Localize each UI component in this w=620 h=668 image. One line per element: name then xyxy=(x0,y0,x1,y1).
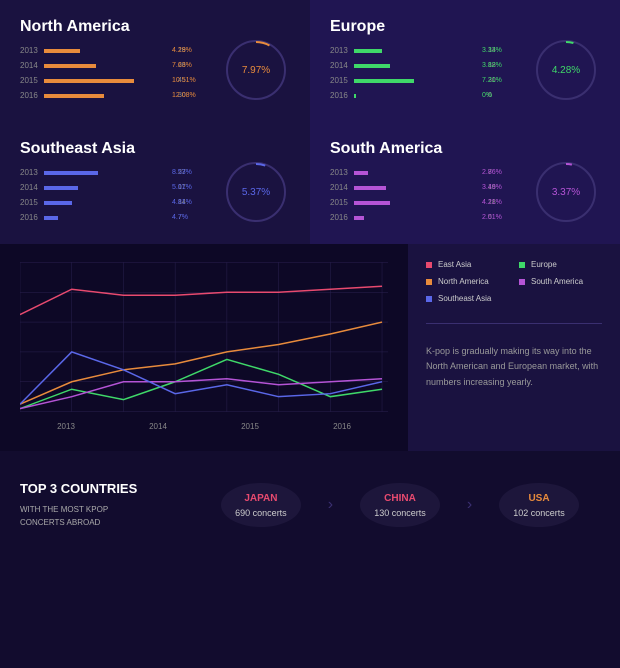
region-circle: 3.37% xyxy=(536,162,596,222)
legend-item: South America xyxy=(519,277,602,286)
region-circle: 5.37% xyxy=(226,162,286,222)
side-text: K-pop is gradually making its way into t… xyxy=(426,344,602,390)
country-japan: JAPAN690 concerts xyxy=(206,493,316,518)
legend-panel: East Asia Europe North America South Americ… xyxy=(408,244,620,451)
top3-sub: WITH THE MOST KPOPCONCERTS ABROAD xyxy=(20,504,200,530)
x-label: 2016 xyxy=(333,422,351,431)
region-circle: 4.28% xyxy=(536,40,596,100)
legend-item: East Asia xyxy=(426,260,509,269)
region-title: South America xyxy=(330,140,600,158)
top3-title: TOP 3 COUNTRIES xyxy=(20,481,200,496)
region-south-america: South America201372.86%2014163.49%201518… xyxy=(310,122,620,244)
x-label: 2014 xyxy=(149,422,167,431)
chevron-icon: › xyxy=(467,496,472,514)
legend-item: Southeast Asia xyxy=(426,294,509,303)
region-title: Europe xyxy=(330,18,600,36)
x-label: 2015 xyxy=(241,422,259,431)
region-circle: 7.97% xyxy=(226,40,286,100)
region-title: North America xyxy=(20,18,290,36)
trend-chart: 2013 2014 2015 2016 xyxy=(0,244,408,451)
region-north-america: North America2013184.29%2014267.63%20154… xyxy=(0,0,310,122)
top3-heading: TOP 3 COUNTRIES WITH THE MOST KPOPCONCER… xyxy=(20,481,200,530)
region-title: Southeast Asia xyxy=(20,140,290,158)
country-usa: USA102 concerts xyxy=(484,493,594,518)
country-china: CHINA130 concerts xyxy=(345,493,455,518)
region-europe: Europe2013143.33%2014183.82%2015307.21%2… xyxy=(310,0,620,122)
chevron-icon: › xyxy=(328,496,333,514)
x-label: 2013 xyxy=(57,422,75,431)
legend-item: North America xyxy=(426,277,509,286)
legend-item: Europe xyxy=(519,260,602,269)
region-southeast-asia: Southeast Asia2013278.53%2014175.01%2015… xyxy=(0,122,310,244)
